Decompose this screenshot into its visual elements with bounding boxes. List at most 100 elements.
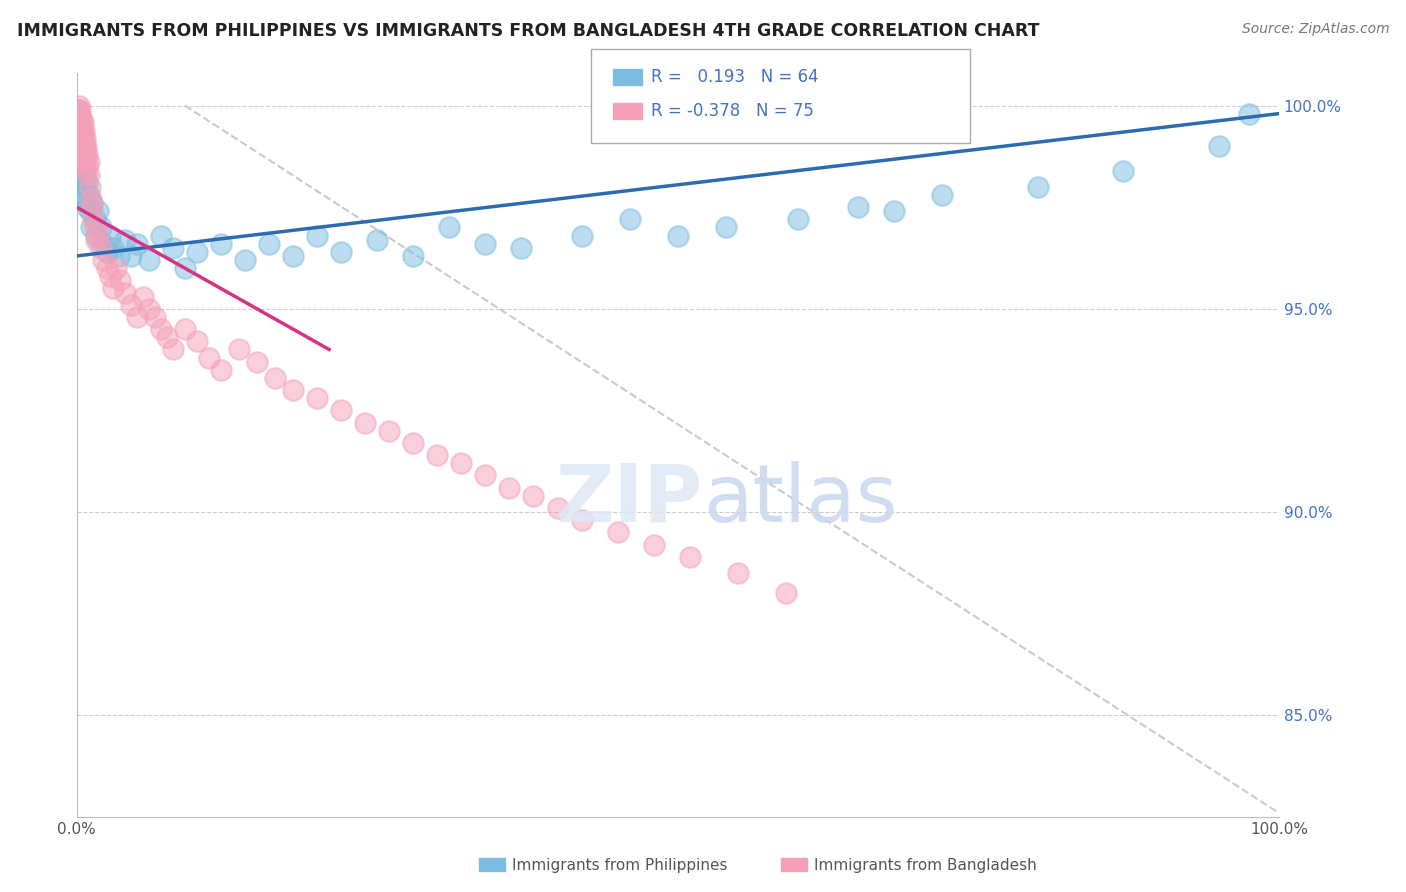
Text: ZIP: ZIP: [555, 460, 703, 539]
Point: [474, 236, 496, 251]
Point: [643, 538, 665, 552]
Point: [281, 383, 304, 397]
Point: [402, 249, 425, 263]
Point: [66, 103, 89, 117]
Point: [67, 98, 90, 112]
Point: [66, 115, 89, 129]
Point: [571, 228, 593, 243]
Point: [114, 285, 136, 300]
Point: [246, 354, 269, 368]
Point: [883, 204, 905, 219]
Point: [76, 147, 98, 161]
Point: [120, 249, 142, 263]
Point: [77, 155, 100, 169]
Point: [98, 269, 121, 284]
Point: [82, 200, 104, 214]
Point: [84, 233, 107, 247]
Point: [125, 236, 148, 251]
Point: [209, 236, 232, 251]
Point: [73, 155, 96, 169]
Point: [80, 220, 103, 235]
Point: [75, 152, 97, 166]
Point: [366, 233, 388, 247]
Point: [606, 525, 628, 540]
Text: atlas: atlas: [703, 460, 897, 539]
Point: [727, 566, 749, 580]
Text: Source: ZipAtlas.com: Source: ZipAtlas.com: [1241, 22, 1389, 37]
Point: [69, 115, 91, 129]
Point: [354, 416, 377, 430]
Text: Immigrants from Philippines: Immigrants from Philippines: [512, 858, 727, 872]
Point: [120, 298, 142, 312]
Point: [228, 343, 250, 357]
Point: [714, 220, 737, 235]
Point: [931, 188, 953, 202]
Point: [474, 468, 496, 483]
Point: [69, 103, 91, 117]
Text: R = -0.378   N = 75: R = -0.378 N = 75: [651, 102, 814, 120]
Point: [91, 252, 114, 267]
Point: [138, 301, 160, 316]
Point: [108, 273, 131, 287]
Point: [87, 228, 110, 243]
Point: [450, 456, 472, 470]
Point: [305, 391, 328, 405]
Point: [70, 160, 93, 174]
Point: [1237, 106, 1260, 120]
Point: [173, 322, 195, 336]
Point: [426, 448, 449, 462]
Point: [73, 123, 96, 137]
Point: [90, 220, 112, 235]
Point: [96, 261, 118, 276]
Point: [571, 513, 593, 527]
Point: [619, 212, 641, 227]
Text: Immigrants from Bangladesh: Immigrants from Bangladesh: [814, 858, 1036, 872]
Point: [439, 220, 461, 235]
Point: [84, 228, 107, 243]
Point: [72, 127, 94, 141]
Point: [66, 103, 89, 117]
Text: R =   0.193   N = 64: R = 0.193 N = 64: [651, 68, 818, 86]
Point: [198, 351, 221, 365]
Point: [264, 371, 287, 385]
Point: [76, 176, 98, 190]
Point: [72, 152, 94, 166]
Point: [162, 241, 184, 255]
Point: [67, 106, 90, 120]
Point: [98, 228, 121, 243]
Point: [156, 330, 179, 344]
Point: [69, 127, 91, 141]
Point: [330, 403, 353, 417]
Point: [138, 252, 160, 267]
Point: [125, 310, 148, 324]
Point: [70, 123, 93, 137]
Point: [90, 241, 112, 255]
Point: [67, 111, 90, 125]
Point: [73, 163, 96, 178]
Point: [73, 155, 96, 169]
Point: [186, 244, 208, 259]
Point: [73, 179, 96, 194]
Point: [79, 204, 101, 219]
Point: [149, 322, 172, 336]
Point: [82, 212, 104, 227]
Point: [82, 196, 104, 211]
Point: [70, 115, 93, 129]
Point: [186, 334, 208, 349]
Point: [105, 261, 128, 276]
Point: [846, 200, 869, 214]
Point: [80, 192, 103, 206]
Point: [498, 481, 520, 495]
Point: [70, 135, 93, 149]
Point: [73, 131, 96, 145]
Point: [547, 501, 569, 516]
Point: [666, 228, 689, 243]
Point: [87, 204, 110, 219]
Point: [72, 176, 94, 190]
Point: [787, 212, 810, 227]
Point: [107, 249, 129, 263]
Point: [173, 261, 195, 276]
Point: [75, 168, 97, 182]
Point: [75, 139, 97, 153]
Point: [72, 152, 94, 166]
